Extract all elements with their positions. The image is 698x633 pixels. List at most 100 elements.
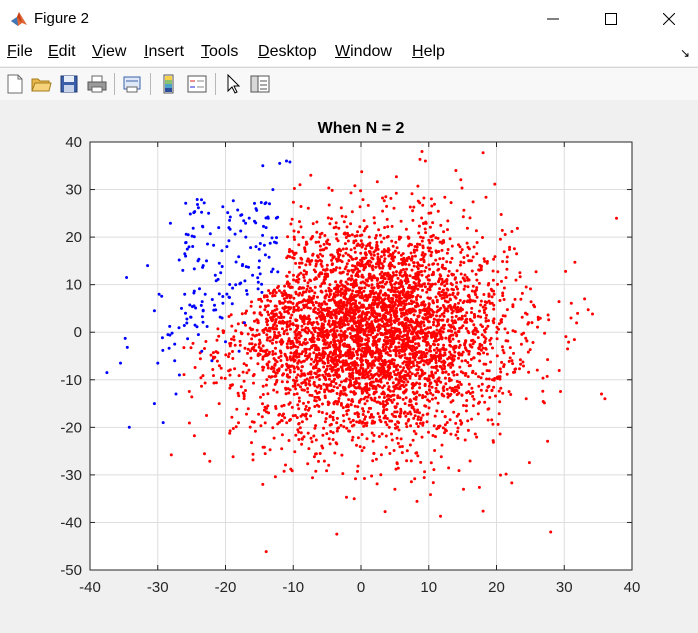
red-point <box>532 341 535 344</box>
insert-legend-icon[interactable] <box>186 73 208 95</box>
red-point <box>423 260 426 263</box>
red-point <box>247 407 250 410</box>
red-point <box>481 394 484 397</box>
print-icon[interactable] <box>86 73 108 95</box>
menu-insert[interactable]: Insert <box>144 43 184 61</box>
red-point <box>428 241 431 244</box>
red-point <box>352 419 355 422</box>
red-point <box>304 408 307 411</box>
print-preview-icon[interactable] <box>121 73 143 95</box>
red-point <box>289 223 292 226</box>
red-point <box>482 293 485 296</box>
red-point <box>292 201 295 204</box>
red-point <box>261 402 264 405</box>
red-point <box>414 255 417 258</box>
menu-help[interactable]: Help <box>412 43 445 61</box>
red-point <box>459 245 462 248</box>
open-file-icon[interactable] <box>30 73 52 95</box>
menu-desktop[interactable]: Desktop <box>258 43 317 61</box>
red-point <box>432 434 435 437</box>
red-point <box>432 481 435 484</box>
menu-window[interactable]: Window <box>335 43 392 61</box>
red-point <box>294 337 297 340</box>
red-point <box>361 280 364 283</box>
red-point <box>395 426 398 429</box>
red-point <box>351 351 354 354</box>
red-point <box>336 259 339 262</box>
red-point <box>297 438 300 441</box>
red-point <box>304 379 307 382</box>
red-point <box>324 278 327 281</box>
red-point <box>324 296 327 299</box>
red-point <box>342 303 345 306</box>
red-point <box>410 332 413 335</box>
red-point <box>369 293 372 296</box>
red-point <box>493 317 496 320</box>
blue-point <box>168 334 171 337</box>
red-point <box>232 455 235 458</box>
dock-arrow-icon[interactable]: ↘ <box>680 46 690 60</box>
menu-edit[interactable]: Edit <box>48 43 76 61</box>
red-point <box>285 329 288 332</box>
red-point <box>323 243 326 246</box>
menu-tools[interactable]: Tools <box>201 43 238 61</box>
red-point <box>340 316 343 319</box>
red-point <box>363 333 366 336</box>
red-point <box>278 413 281 416</box>
red-point <box>337 339 340 342</box>
red-point <box>273 289 276 292</box>
insert-colorbar-icon[interactable] <box>158 73 180 95</box>
save-icon[interactable] <box>58 73 80 95</box>
red-point <box>490 418 493 421</box>
blue-point <box>259 272 262 275</box>
blue-point <box>153 402 156 405</box>
red-point <box>265 410 268 413</box>
red-point <box>302 236 305 239</box>
red-point <box>384 257 387 260</box>
menu-file[interactable]: File <box>7 43 33 61</box>
red-point <box>546 358 549 361</box>
red-point <box>260 314 263 317</box>
red-point <box>359 319 362 322</box>
red-point <box>235 408 238 411</box>
red-point <box>348 288 351 291</box>
red-point <box>323 317 326 320</box>
red-point <box>324 420 327 423</box>
red-point <box>481 372 484 375</box>
red-point <box>446 320 449 323</box>
red-point <box>410 252 413 255</box>
red-point <box>455 310 458 313</box>
red-point <box>396 368 399 371</box>
red-point <box>471 320 474 323</box>
red-point <box>347 430 350 433</box>
red-point <box>499 319 502 322</box>
red-point <box>459 344 462 347</box>
red-point <box>200 385 203 388</box>
red-point <box>424 405 427 408</box>
red-point <box>364 415 367 418</box>
red-point <box>353 184 356 187</box>
blue-point <box>168 325 171 328</box>
red-point <box>506 260 509 263</box>
menu-view[interactable]: View <box>92 43 126 61</box>
red-point <box>417 415 420 418</box>
red-point <box>309 414 312 417</box>
red-point <box>266 329 269 332</box>
red-point <box>397 262 400 265</box>
minimize-button[interactable] <box>524 0 582 38</box>
red-point <box>442 344 445 347</box>
red-point <box>261 415 264 418</box>
red-point <box>442 304 445 307</box>
property-editor-icon[interactable] <box>249 73 271 95</box>
red-point <box>492 279 495 282</box>
close-button[interactable] <box>640 0 698 38</box>
red-point <box>351 210 354 213</box>
new-figure-icon[interactable] <box>4 73 26 95</box>
pointer-icon[interactable] <box>222 73 244 95</box>
red-point <box>454 169 457 172</box>
red-point <box>390 297 393 300</box>
maximize-button[interactable] <box>582 0 640 38</box>
red-point <box>461 315 464 318</box>
